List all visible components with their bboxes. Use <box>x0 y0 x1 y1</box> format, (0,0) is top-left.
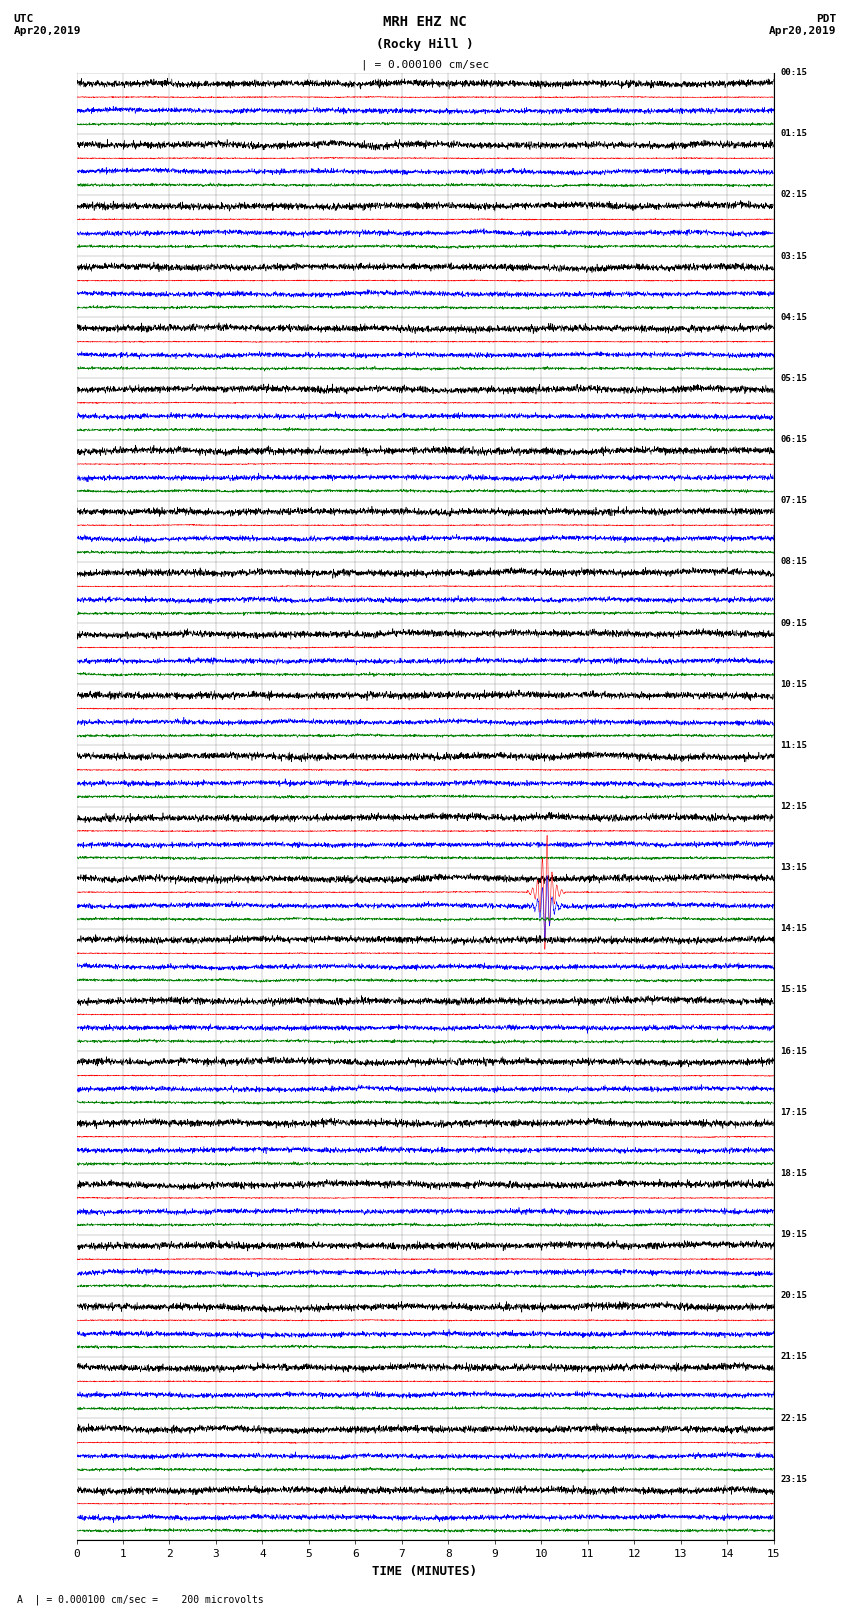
X-axis label: TIME (MINUTES): TIME (MINUTES) <box>372 1565 478 1578</box>
Text: 23:15: 23:15 <box>780 1474 808 1484</box>
Text: 07:15: 07:15 <box>780 497 808 505</box>
Text: 08:15: 08:15 <box>780 558 808 566</box>
Text: UTC
Apr20,2019: UTC Apr20,2019 <box>14 15 82 35</box>
Text: | = 0.000100 cm/sec: | = 0.000100 cm/sec <box>361 60 489 69</box>
Text: 11:15: 11:15 <box>780 740 808 750</box>
Text: 09:15: 09:15 <box>780 618 808 627</box>
Text: 19:15: 19:15 <box>780 1231 808 1239</box>
Text: 03:15: 03:15 <box>780 252 808 261</box>
Text: 22:15: 22:15 <box>780 1413 808 1423</box>
Text: 20:15: 20:15 <box>780 1292 808 1300</box>
Text: 18:15: 18:15 <box>780 1169 808 1177</box>
Text: 01:15: 01:15 <box>780 129 808 139</box>
Text: 16:15: 16:15 <box>780 1047 808 1055</box>
Text: 06:15: 06:15 <box>780 436 808 444</box>
Text: 00:15: 00:15 <box>780 68 808 77</box>
Text: 15:15: 15:15 <box>780 986 808 995</box>
Text: 04:15: 04:15 <box>780 313 808 321</box>
Text: 10:15: 10:15 <box>780 679 808 689</box>
Text: 14:15: 14:15 <box>780 924 808 934</box>
Text: 21:15: 21:15 <box>780 1352 808 1361</box>
Text: 17:15: 17:15 <box>780 1108 808 1116</box>
Text: 12:15: 12:15 <box>780 802 808 811</box>
Text: PDT
Apr20,2019: PDT Apr20,2019 <box>768 15 836 35</box>
Text: 05:15: 05:15 <box>780 374 808 382</box>
Text: 02:15: 02:15 <box>780 190 808 200</box>
Text: MRH EHZ NC: MRH EHZ NC <box>383 15 467 29</box>
Text: 13:15: 13:15 <box>780 863 808 873</box>
Text: (Rocky Hill ): (Rocky Hill ) <box>377 37 473 50</box>
Text: A  | = 0.000100 cm/sec =    200 microvolts: A | = 0.000100 cm/sec = 200 microvolts <box>17 1594 264 1605</box>
